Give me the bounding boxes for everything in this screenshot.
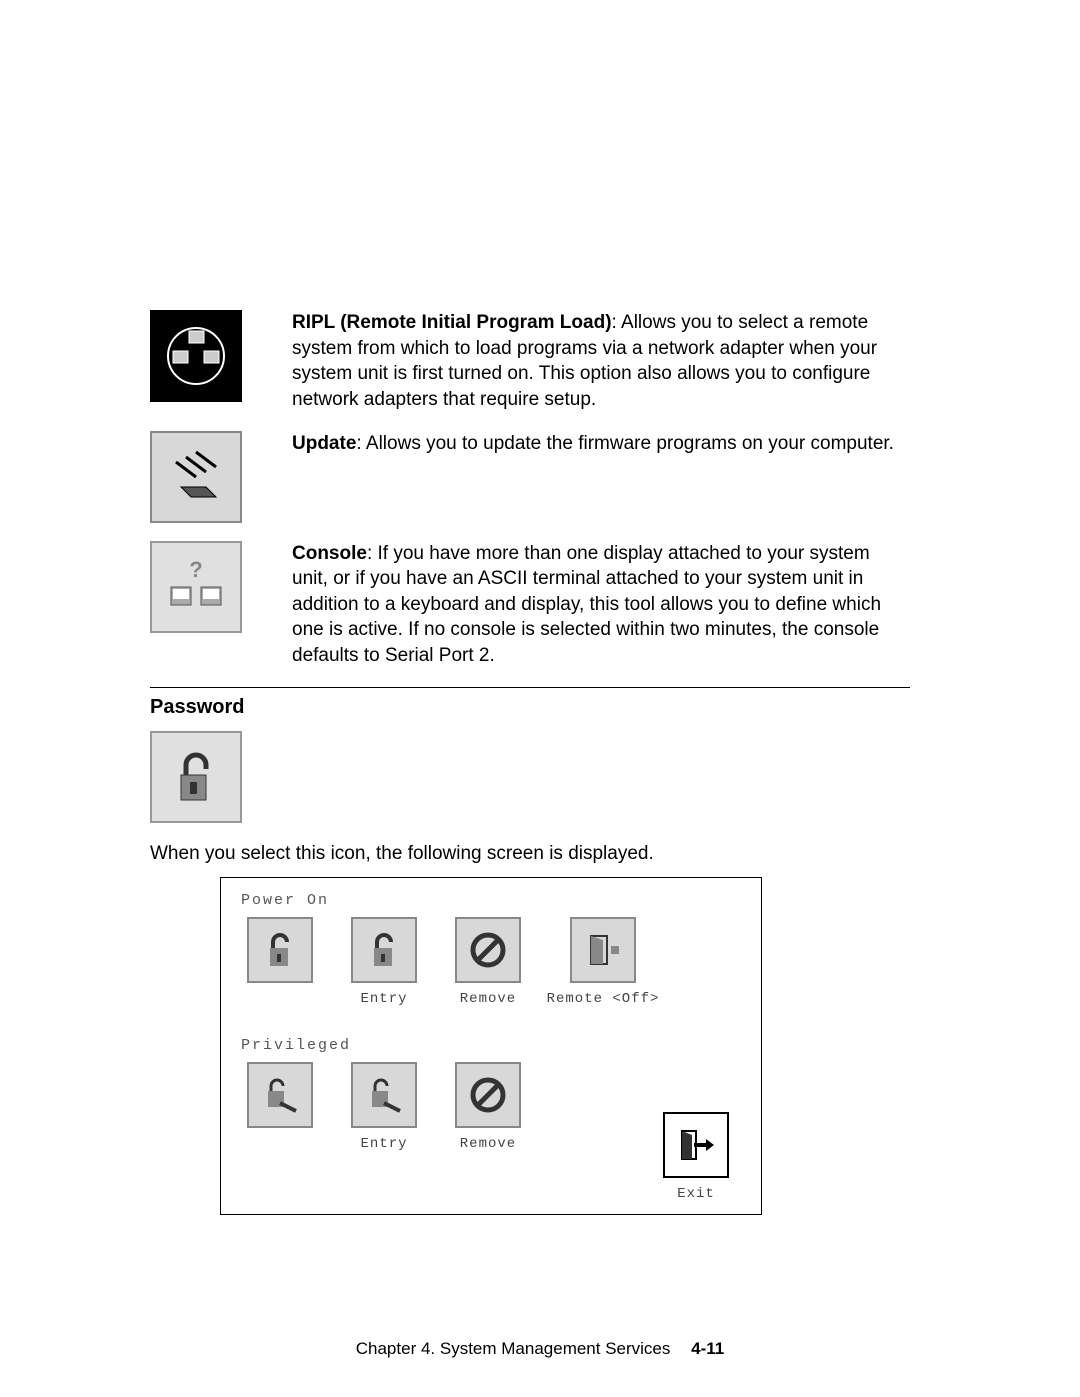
lock-entry-icon	[351, 917, 417, 983]
remote-caption: Remote <Off>	[547, 991, 660, 1007]
footer-page-number: 4-11	[691, 1339, 724, 1358]
lock-key-icon	[351, 1062, 417, 1128]
remove-caption: Remove	[460, 991, 516, 1007]
power-on-label: Power On	[241, 892, 741, 909]
section-divider	[150, 687, 910, 688]
power-on-remote-item[interactable]: Remote <Off>	[553, 917, 653, 1007]
console-terminals-icon: ?	[150, 541, 242, 633]
ripl-network-icon	[150, 310, 242, 402]
exit-door-icon	[663, 1112, 729, 1178]
password-intro-text: When you select this icon, the following…	[150, 843, 910, 865]
entry-caption: Entry	[360, 991, 407, 1007]
ripl-description: RIPL (Remote Initial Program Load): Allo…	[292, 310, 910, 413]
door-remote-icon	[570, 917, 636, 983]
update-description: Update: Allows you to update the firmwar…	[292, 431, 894, 457]
power-on-row: Entry Remove Remote <Off>	[241, 917, 741, 1007]
priv-entry-item[interactable]: Entry	[345, 1062, 423, 1152]
update-entry: Update: Allows you to update the firmwar…	[150, 431, 910, 523]
power-on-entry-item[interactable]: Entry	[345, 917, 423, 1007]
footer-chapter: Chapter 4. System Management Services	[356, 1339, 671, 1358]
ripl-entry: RIPL (Remote Initial Program Load): Allo…	[150, 310, 910, 413]
password-heading: Password	[150, 696, 910, 719]
lock-tool-icon	[247, 1062, 313, 1128]
lock-open-icon	[247, 917, 313, 983]
privileged-label: Privileged	[241, 1037, 741, 1054]
update-chip-icon	[150, 431, 242, 523]
priv-remove-caption: Remove	[460, 1136, 516, 1152]
priv-entry-caption: Entry	[360, 1136, 407, 1152]
svg-text:?: ?	[189, 557, 202, 582]
password-screen-panel: Power On Entry Remove	[220, 877, 762, 1215]
priv-set-item[interactable]	[241, 1062, 319, 1128]
password-lock-icon	[150, 731, 242, 823]
power-on-set-item[interactable]	[241, 917, 319, 983]
priv-remove-item[interactable]: Remove	[449, 1062, 527, 1152]
priv-prohibit-icon	[455, 1062, 521, 1128]
prohibit-icon	[455, 917, 521, 983]
power-on-remove-item[interactable]: Remove	[449, 917, 527, 1007]
exit-caption: Exit	[677, 1186, 715, 1202]
console-entry: ? Console: If you have more than one dis…	[150, 541, 910, 669]
exit-item[interactable]: Exit	[663, 1112, 729, 1202]
page-footer: Chapter 4. System Management Services 4-…	[0, 1339, 1080, 1359]
console-description: Console: If you have more than one displ…	[292, 541, 910, 669]
